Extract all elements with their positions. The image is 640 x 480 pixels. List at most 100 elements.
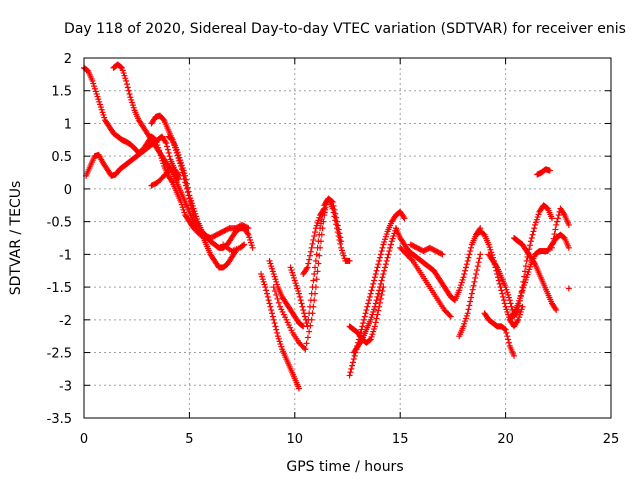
data-point-interp <box>383 231 390 238</box>
data-point-interp <box>378 277 385 284</box>
data-point-interp <box>168 178 175 185</box>
series-s19 <box>456 251 484 340</box>
series-s15 <box>350 225 399 356</box>
data-point-interp <box>336 230 343 237</box>
data-point <box>380 271 387 277</box>
data-point <box>546 167 553 174</box>
y-axis-label: SDTVAR / TECUs <box>8 181 24 296</box>
data-point-interp <box>275 299 282 306</box>
data-point-interp <box>358 337 365 344</box>
data-point <box>548 244 555 251</box>
data-point-interp <box>339 250 346 257</box>
data-point-interp <box>522 263 529 270</box>
data-point-interp <box>306 256 313 263</box>
data-point-interp <box>504 333 511 340</box>
plot-frame <box>83 57 612 419</box>
data-point-interp <box>278 306 285 313</box>
data-point-interp <box>305 260 312 267</box>
data-point-interp <box>277 341 284 348</box>
data-point-interp <box>532 219 539 226</box>
data-point-interp <box>337 240 344 247</box>
data-point-interp <box>274 329 281 336</box>
data-point-interp <box>269 310 276 317</box>
data-point <box>485 241 492 248</box>
data-point-interp <box>259 276 266 283</box>
data-point <box>350 356 357 363</box>
data-point-interp <box>120 70 127 77</box>
data-point <box>258 271 265 277</box>
data-point <box>177 159 184 166</box>
data-point-interp <box>375 290 382 297</box>
data-point <box>186 192 193 199</box>
data-point <box>338 244 345 251</box>
y-tick-label: 0 <box>64 183 72 198</box>
series-s7 <box>220 241 248 255</box>
data-point-interp <box>289 269 296 276</box>
data-point-interp <box>554 215 561 222</box>
data-point-interp <box>101 114 108 121</box>
data-point <box>291 277 298 284</box>
data-point-interp <box>162 138 169 145</box>
data-point-interp <box>313 276 320 283</box>
data-point-interp <box>275 335 282 342</box>
data-point-interp <box>467 248 474 255</box>
data-point-interp <box>332 210 339 217</box>
data-point-interp <box>387 244 394 251</box>
data-point-interp <box>176 154 183 161</box>
data-point-interp <box>174 149 181 156</box>
x-tick-label: 0 <box>80 432 88 447</box>
data-point-interp <box>306 252 313 259</box>
data-point <box>296 290 303 297</box>
data-point-interp <box>521 282 528 289</box>
data-point-interp <box>386 248 393 255</box>
data-point-interp <box>495 277 502 284</box>
data-point-interp <box>333 214 340 221</box>
data-point-interp <box>373 297 380 304</box>
data-point-interp <box>296 293 303 300</box>
data-point-interp <box>317 220 324 227</box>
data-point-interp <box>189 202 196 209</box>
data-point-interp <box>507 300 514 307</box>
data-point-interp <box>516 295 523 302</box>
data-point-interp <box>358 326 365 333</box>
data-point-interp <box>299 322 306 329</box>
data-point-interp <box>183 180 190 187</box>
data-point-interp <box>516 297 523 304</box>
data-point-interp <box>554 218 561 225</box>
data-point-interp <box>320 206 327 213</box>
data-point-interp <box>366 297 373 304</box>
data-point <box>312 257 319 264</box>
data-point-interp <box>521 268 528 275</box>
data-point-interp <box>465 254 472 261</box>
data-point-interp <box>389 235 396 242</box>
data-point <box>97 104 104 111</box>
y-tick-label: 1 <box>64 117 72 132</box>
data-point-interp <box>505 291 512 298</box>
data-point-interp <box>261 281 268 288</box>
data-point-interp <box>307 248 314 255</box>
data-point-interp <box>408 256 415 263</box>
data-point-interp <box>377 251 384 258</box>
data-point-interp <box>267 303 274 310</box>
data-point <box>333 218 340 225</box>
data-point-interp <box>129 102 136 109</box>
data-point-interp <box>276 338 283 345</box>
data-point-interp <box>178 162 185 169</box>
series-s5 <box>148 166 182 189</box>
data-point-interp <box>287 324 294 331</box>
data-point-interp <box>312 264 319 271</box>
data-point-interp <box>369 284 376 291</box>
data-point <box>553 221 560 228</box>
data-point-interp <box>371 306 378 313</box>
data-point-interp <box>193 216 200 223</box>
data-point-interp <box>188 197 195 204</box>
data-point <box>464 310 471 317</box>
data-point-interp <box>531 225 538 232</box>
data-point-interp <box>293 282 300 289</box>
data-point-interp <box>306 310 313 317</box>
data-point <box>89 77 96 84</box>
data-point-interp <box>165 149 172 156</box>
y-tick-label: -1.5 <box>47 281 72 296</box>
data-point-interp <box>549 240 556 247</box>
